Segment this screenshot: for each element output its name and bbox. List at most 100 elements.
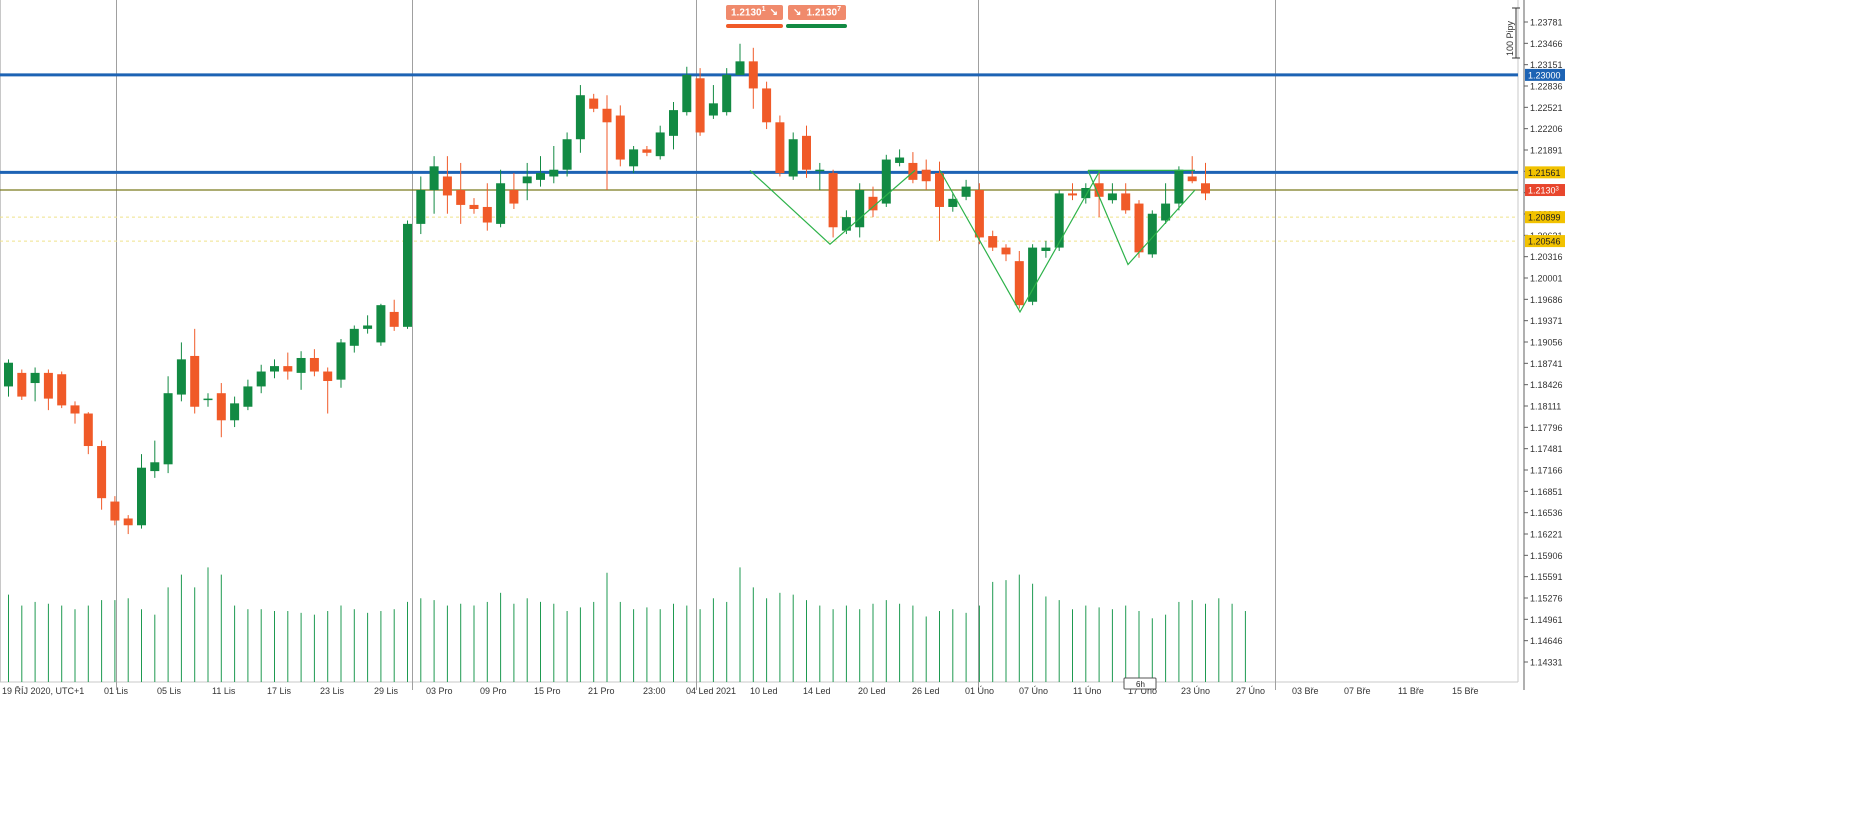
candle-body xyxy=(961,186,971,197)
candle-body xyxy=(283,366,293,372)
candle-body xyxy=(522,176,532,184)
candle-body xyxy=(562,139,572,170)
candle-body xyxy=(974,190,984,238)
sell-button[interactable]: 1.21301 ↘ xyxy=(726,5,783,20)
arrow-down-right-icon: ↘ xyxy=(769,7,778,18)
candle-body xyxy=(908,162,918,180)
y-tick-label: 1.16536 xyxy=(1530,508,1563,518)
candle-body xyxy=(496,183,506,224)
candle-body xyxy=(416,190,426,224)
candle-body xyxy=(881,159,891,204)
candle-body xyxy=(230,403,240,421)
x-tick-label: 03 Bře xyxy=(1292,686,1319,696)
x-tick-label: 19 ŘÍJ 2020, UTC+1 xyxy=(2,686,84,696)
x-tick-label: 11 Bře xyxy=(1398,686,1424,696)
y-tick-label: 1.17166 xyxy=(1530,466,1563,476)
x-tick-label: 09 Pro xyxy=(480,686,507,696)
candle-body xyxy=(456,190,466,205)
y-tick-label: 1.19371 xyxy=(1530,316,1563,326)
candle-body xyxy=(509,190,519,204)
x-tick-label: 03 Pro xyxy=(426,686,453,696)
candle-body xyxy=(1121,193,1131,211)
candle-body xyxy=(70,405,80,414)
y-tick-label: 1.18426 xyxy=(1530,380,1563,390)
y-tick-label: 1.19056 xyxy=(1530,338,1563,348)
candle-body xyxy=(482,206,492,223)
candle-body xyxy=(642,149,652,153)
candle-body xyxy=(735,61,745,75)
chart-pattern-line[interactable] xyxy=(749,169,916,246)
candle-body xyxy=(137,467,146,526)
candle-body xyxy=(216,393,226,421)
candle-body xyxy=(4,362,13,387)
candle-body xyxy=(868,196,878,211)
y-tick-label: 1.23781 xyxy=(1530,18,1563,28)
y-tick-label: 1.20316 xyxy=(1530,252,1563,262)
candle-body xyxy=(855,190,865,228)
candle-body xyxy=(123,518,133,526)
chart-pattern-line[interactable] xyxy=(1087,170,1196,266)
x-tick-label: 15 Bře xyxy=(1452,686,1479,696)
x-tick-label: 14 Led xyxy=(803,686,831,696)
candle-body xyxy=(895,157,905,163)
price-tag-label: 1.20546 xyxy=(1528,237,1561,247)
x-tick-label: 07 Úno xyxy=(1019,686,1048,696)
buy-price: 1.21307 xyxy=(806,6,842,19)
x-tick-label: 26 Led xyxy=(912,686,940,696)
x-tick-label: 05 Lis xyxy=(157,686,182,696)
candle-body xyxy=(935,173,944,207)
candle-body xyxy=(1147,213,1157,255)
candle-body xyxy=(403,223,412,327)
candle-body xyxy=(615,115,625,160)
x-tick-label: 20 Led xyxy=(858,686,886,696)
candle-body xyxy=(828,173,838,228)
buy-button[interactable]: ↘ 1.21307 xyxy=(788,5,846,20)
chart-pattern-line[interactable] xyxy=(939,170,1101,314)
arrow-down-right-icon: ↘ xyxy=(793,7,802,18)
candle-body xyxy=(150,462,160,472)
price-tag-label: 1.23000 xyxy=(1528,70,1561,80)
candle-body xyxy=(30,372,40,384)
candle-body xyxy=(655,132,665,157)
x-tick-label: 10 Led xyxy=(750,686,778,696)
candle-body xyxy=(296,357,306,373)
candle-body xyxy=(1054,193,1064,248)
price-tag xyxy=(1525,184,1565,197)
candle-body xyxy=(376,305,386,343)
x-tick-label: 17 Úno xyxy=(1128,686,1157,696)
candle-body xyxy=(429,166,439,191)
candle-body xyxy=(695,78,705,133)
candle-body xyxy=(469,204,479,209)
candle-body xyxy=(802,135,811,170)
candle-body xyxy=(389,311,399,327)
candle-body xyxy=(43,372,53,399)
candle-body xyxy=(363,325,373,329)
candle-body xyxy=(243,386,253,407)
candle-body xyxy=(748,61,758,89)
candle-body xyxy=(1094,183,1104,197)
y-tick-label: 1.22206 xyxy=(1530,124,1563,134)
y-tick-label: 1.23466 xyxy=(1530,39,1563,49)
candle-body xyxy=(1174,169,1184,204)
candle-body xyxy=(336,342,346,380)
candle-body xyxy=(1134,203,1144,253)
candle-body xyxy=(1068,193,1077,196)
candle-body xyxy=(589,98,599,109)
candle-body xyxy=(256,371,266,387)
candle-body xyxy=(1001,247,1011,255)
candle-body xyxy=(575,95,585,140)
price-tag-label: 1.21303 xyxy=(1528,186,1560,196)
candle-body xyxy=(629,149,639,167)
granularity-tag[interactable] xyxy=(1123,677,1157,690)
candle-body xyxy=(1014,261,1024,306)
candle-body xyxy=(349,328,359,346)
candle-body xyxy=(602,108,612,123)
candle-body xyxy=(1041,247,1051,251)
candle-body xyxy=(708,103,718,116)
candle-body xyxy=(815,169,825,172)
y-tick-label: 1.17481 xyxy=(1530,444,1563,454)
x-tick-label: 23:00 xyxy=(643,686,666,696)
candle-body xyxy=(309,357,319,372)
